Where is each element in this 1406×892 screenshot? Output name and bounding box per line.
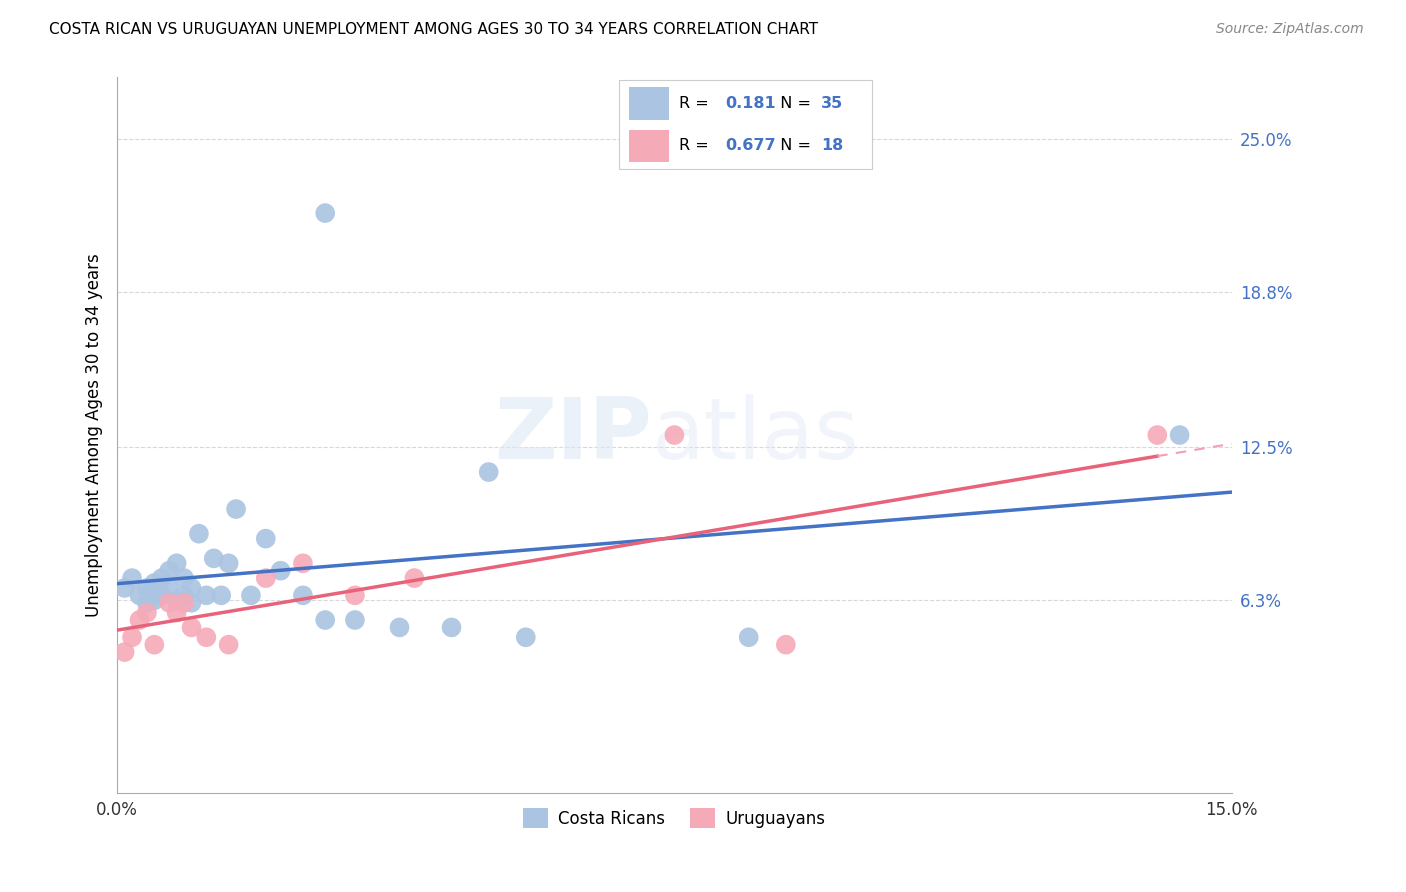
- Point: [128, 613, 150, 627]
- Point: [150, 588, 173, 602]
- Point: [173, 596, 195, 610]
- Point: [478, 465, 501, 479]
- Point: [135, 606, 157, 620]
- Point: [135, 581, 157, 595]
- Point: [195, 588, 218, 602]
- Point: [343, 588, 366, 602]
- Point: [738, 630, 761, 644]
- Point: [218, 638, 240, 652]
- Bar: [628, 87, 669, 120]
- Point: [187, 526, 209, 541]
- Point: [180, 581, 202, 595]
- Text: 0.677: 0.677: [725, 138, 776, 153]
- Point: [225, 502, 247, 516]
- Point: [195, 630, 218, 644]
- Text: N =: N =: [770, 138, 817, 153]
- Point: [218, 556, 240, 570]
- Point: [202, 551, 225, 566]
- Point: [166, 556, 188, 570]
- Point: [270, 564, 292, 578]
- Point: [150, 571, 173, 585]
- Point: [157, 564, 180, 578]
- Text: atlas: atlas: [652, 393, 860, 476]
- Point: [440, 620, 463, 634]
- Text: 35: 35: [821, 96, 844, 111]
- Point: [173, 588, 195, 602]
- Point: [135, 596, 157, 610]
- Point: [157, 581, 180, 595]
- Point: [173, 571, 195, 585]
- Point: [314, 613, 336, 627]
- Point: [166, 606, 188, 620]
- Text: 0.181: 0.181: [725, 96, 776, 111]
- Text: R =: R =: [679, 138, 714, 153]
- Point: [1146, 428, 1168, 442]
- Text: 18: 18: [821, 138, 844, 153]
- Point: [343, 613, 366, 627]
- Text: ZIP: ZIP: [495, 393, 652, 476]
- Point: [180, 620, 202, 634]
- Point: [180, 596, 202, 610]
- Point: [121, 630, 143, 644]
- Point: [254, 571, 277, 585]
- Point: [388, 620, 411, 634]
- Y-axis label: Unemployment Among Ages 30 to 34 years: Unemployment Among Ages 30 to 34 years: [86, 253, 103, 617]
- Text: COSTA RICAN VS URUGUAYAN UNEMPLOYMENT AMONG AGES 30 TO 34 YEARS CORRELATION CHAR: COSTA RICAN VS URUGUAYAN UNEMPLOYMENT AM…: [49, 22, 818, 37]
- Point: [775, 638, 797, 652]
- Text: Source: ZipAtlas.com: Source: ZipAtlas.com: [1216, 22, 1364, 37]
- Point: [291, 588, 314, 602]
- Point: [404, 571, 426, 585]
- Point: [239, 588, 262, 602]
- Point: [314, 206, 336, 220]
- Point: [515, 630, 537, 644]
- Point: [1168, 428, 1191, 442]
- Point: [114, 581, 136, 595]
- Point: [166, 593, 188, 607]
- Point: [209, 588, 232, 602]
- Point: [143, 638, 166, 652]
- Point: [143, 576, 166, 591]
- Point: [664, 428, 686, 442]
- Legend: Costa Ricans, Uruguayans: Costa Ricans, Uruguayans: [517, 802, 832, 834]
- Point: [114, 645, 136, 659]
- Text: R =: R =: [679, 96, 714, 111]
- Point: [157, 596, 180, 610]
- Text: N =: N =: [770, 96, 817, 111]
- Point: [254, 532, 277, 546]
- Point: [291, 556, 314, 570]
- Bar: [628, 130, 669, 162]
- Point: [128, 588, 150, 602]
- Point: [121, 571, 143, 585]
- Point: [143, 593, 166, 607]
